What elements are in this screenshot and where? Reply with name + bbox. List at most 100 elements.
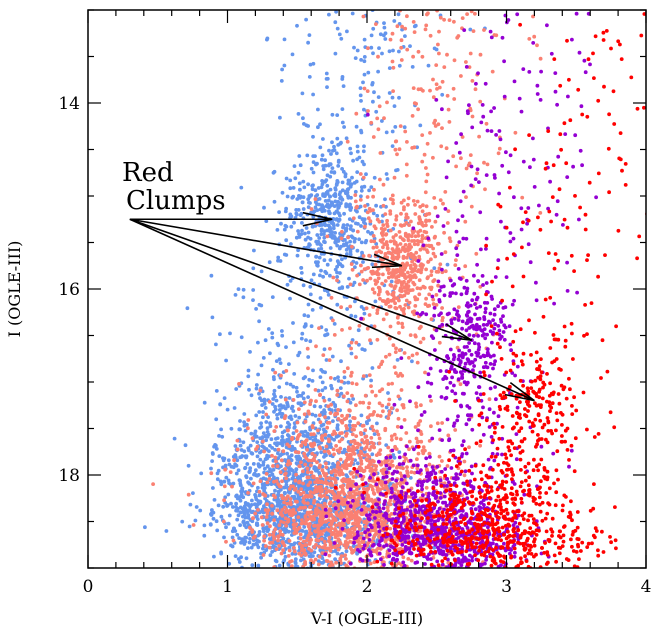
- data-point: [258, 492, 262, 497]
- data-point: [408, 476, 413, 480]
- data-point: [420, 233, 425, 238]
- data-point: [261, 356, 266, 360]
- data-point: [357, 282, 362, 287]
- data-point: [270, 540, 275, 545]
- data-point: [306, 383, 311, 388]
- data-point: [351, 397, 355, 401]
- data-point: [340, 328, 344, 332]
- data-point: [267, 400, 272, 404]
- data-point: [305, 596, 309, 600]
- data-point: [402, 285, 407, 290]
- data-point: [338, 190, 343, 195]
- data-point: [402, 576, 406, 580]
- data-point: [438, 15, 443, 20]
- data-point: [223, 467, 228, 472]
- data-point: [291, 484, 295, 489]
- data-point: [323, 436, 328, 440]
- data-point: [436, 122, 441, 127]
- data-point: [258, 479, 263, 484]
- data-point: [289, 542, 293, 547]
- data-point: [287, 512, 292, 516]
- data-point: [401, 256, 406, 260]
- data-point: [465, 12, 469, 16]
- data-point: [254, 447, 258, 452]
- data-point: [338, 446, 343, 451]
- data-point: [262, 538, 266, 543]
- data-point: [320, 388, 325, 393]
- data-point: [356, 499, 360, 504]
- data-point: [322, 347, 327, 352]
- data-point: [292, 164, 297, 169]
- data-point: [282, 63, 287, 68]
- data-point: [404, 162, 409, 167]
- data-point: [354, 261, 359, 265]
- data-point: [285, 425, 289, 430]
- data-point: [296, 229, 300, 233]
- data-point: [291, 384, 296, 389]
- data-point: [330, 201, 335, 206]
- data-point: [260, 482, 265, 487]
- data-point: [408, 44, 412, 48]
- data-point: [231, 465, 236, 470]
- data-point: [473, 87, 478, 92]
- data-point: [411, 199, 416, 203]
- data-point: [253, 534, 257, 539]
- data-point: [243, 535, 248, 540]
- data-point: [297, 350, 302, 355]
- data-point: [463, 219, 468, 224]
- data-point: [393, 306, 398, 310]
- data-point: [325, 332, 330, 337]
- data-point: [452, 19, 456, 24]
- data-point: [335, 136, 340, 141]
- data-point: [255, 538, 260, 543]
- data-point: [333, 237, 338, 242]
- data-point: [434, 47, 439, 52]
- data-point: [323, 410, 327, 415]
- data-point: [334, 523, 338, 528]
- data-point: [227, 462, 232, 467]
- data-point: [266, 508, 271, 512]
- data-point: [357, 215, 362, 220]
- data-point: [420, 133, 425, 138]
- data-point: [282, 429, 287, 433]
- data-point: [437, 29, 441, 34]
- data-point: [362, 468, 367, 473]
- data-point: [241, 514, 245, 519]
- data-point: [385, 224, 390, 229]
- data-point: [330, 166, 335, 171]
- data-point: [330, 432, 335, 437]
- data-point: [398, 304, 402, 309]
- data-point: [270, 295, 275, 299]
- data-point: [301, 391, 306, 395]
- data-point: [427, 451, 432, 456]
- data-point: [306, 314, 311, 318]
- data-point: [362, 59, 367, 64]
- data-point: [454, 258, 458, 262]
- data-point: [269, 572, 273, 576]
- data-point: [348, 252, 353, 257]
- data-point: [410, 146, 415, 150]
- data-point: [400, 373, 405, 378]
- data-point: [406, 202, 410, 207]
- data-point: [349, 370, 354, 375]
- data-point: [335, 448, 340, 453]
- data-point: [348, 408, 352, 413]
- data-point: [421, 451, 426, 456]
- data-point: [301, 396, 306, 401]
- data-point: [303, 419, 308, 424]
- data-point: [301, 506, 305, 510]
- data-point: [432, 545, 437, 550]
- data-point: [358, 204, 363, 209]
- data-point: [226, 458, 231, 463]
- data-point: [415, 199, 420, 204]
- data-point: [218, 332, 222, 337]
- data-point: [303, 551, 308, 556]
- data-point: [434, 63, 439, 67]
- data-point: [344, 136, 349, 141]
- data-point: [188, 502, 193, 507]
- data-point: [289, 224, 294, 229]
- data-point: [324, 77, 329, 81]
- data-point: [273, 558, 278, 563]
- data-point: [370, 468, 375, 473]
- data-point: [375, 588, 379, 592]
